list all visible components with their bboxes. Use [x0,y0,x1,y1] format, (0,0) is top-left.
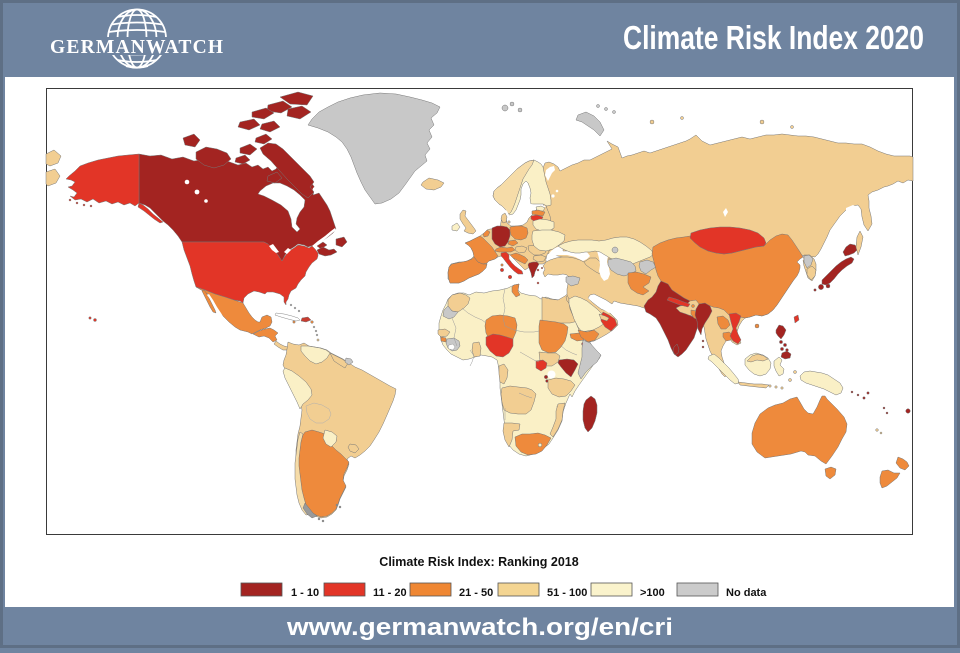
svg-text:51 - 100: 51 - 100 [547,587,587,599]
svg-text:No data: No data [726,587,767,599]
svg-text:Climate Risk Index: Ranking 20: Climate Risk Index: Ranking 2018 [379,555,578,569]
svg-text:GERMANWATCH: GERMANWATCH [50,37,224,58]
svg-text:>100: >100 [640,587,665,599]
svg-text:11 - 20: 11 - 20 [373,587,407,599]
svg-text:21 - 50: 21 - 50 [459,587,493,599]
svg-text:www.germanwatch.org/en/cri: www.germanwatch.org/en/cri [286,614,673,641]
svg-text:1 - 10: 1 - 10 [291,587,319,599]
svg-text:Climate Risk Index 2020: Climate Risk Index 2020 [623,19,924,56]
